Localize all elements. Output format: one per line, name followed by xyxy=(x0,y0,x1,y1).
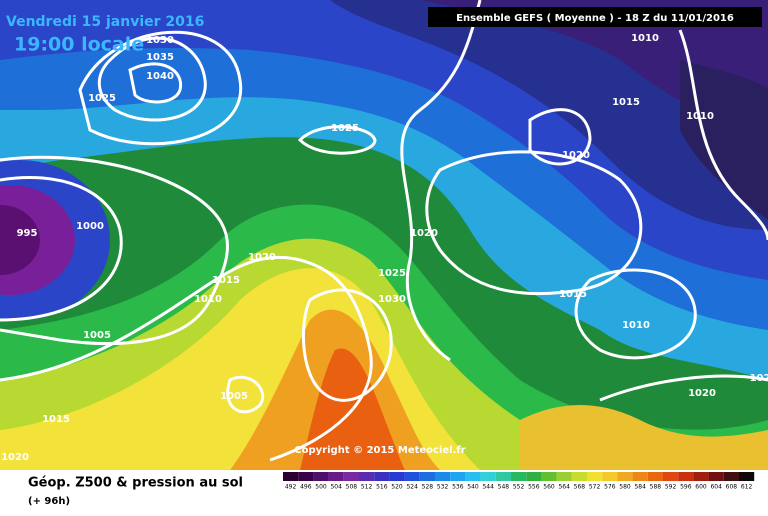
isobar-labels: 1030 1035 1040 1025 1025 1020 1010 1015 1010 995 1… xyxy=(1,33,768,463)
scale-swatch xyxy=(328,472,344,481)
scale-swatch xyxy=(404,472,420,481)
color-scale: 492 496 500 504 508 512 516 520 524 528 532 536 540 5… xyxy=(283,472,755,491)
scale-swatch xyxy=(617,472,633,481)
isobar-label: 1015 xyxy=(612,97,640,108)
isobar-label: 1025 xyxy=(331,123,359,134)
scale-label: 576 xyxy=(604,484,616,491)
scale-swatch xyxy=(526,472,542,481)
isobar-label: 102 xyxy=(750,373,768,384)
scale-swatch xyxy=(480,472,496,481)
scale-swatch xyxy=(723,472,739,481)
scale-swatch xyxy=(343,472,359,481)
isobar-label: 995 xyxy=(17,228,38,239)
scale-swatch xyxy=(465,472,481,481)
scale-label: 580 xyxy=(619,484,631,491)
isobar-label: 1020 xyxy=(1,452,29,463)
scale-swatch xyxy=(298,472,314,481)
scale-swatch xyxy=(663,472,679,481)
scale-swatch xyxy=(647,472,663,481)
scale-label: 572 xyxy=(589,484,601,491)
scale-label: 508 xyxy=(346,484,358,491)
scale-swatch xyxy=(435,472,451,481)
isobar-label: 1030 xyxy=(146,35,174,46)
isobar-label: 1005 xyxy=(83,330,111,341)
scale-label: 560 xyxy=(543,484,555,491)
scale-swatch xyxy=(739,472,755,481)
scale-swatch xyxy=(693,472,709,481)
scale-label: 540 xyxy=(467,484,479,491)
run-info-box xyxy=(428,7,762,27)
scale-label: 532 xyxy=(437,484,449,491)
scale-label: 512 xyxy=(361,484,373,491)
scale-label: 504 xyxy=(330,484,342,491)
scale-label: 548 xyxy=(498,484,510,491)
isobar-label: 1010 xyxy=(631,33,659,44)
field xyxy=(0,0,768,470)
isobar-label: 1015 xyxy=(559,289,587,300)
isobar-label: 1015 xyxy=(212,275,240,286)
scale-label: 608 xyxy=(726,484,738,491)
scale-label: 568 xyxy=(574,484,586,491)
caption-subtitle: (+ 96h) xyxy=(28,496,70,507)
scale-label: 588 xyxy=(650,484,662,491)
copyright: Copyright © 2015 Meteociel.fr xyxy=(294,445,465,456)
scale-swatch xyxy=(374,472,390,481)
time-line: 19:00 locale xyxy=(14,34,144,56)
scale-swatch xyxy=(389,472,405,481)
run-info: Ensemble GEFS ( Moyenne ) - 18 Z du 11/0… xyxy=(456,13,734,24)
scale-label: 520 xyxy=(391,484,403,491)
scale-label: 584 xyxy=(634,484,646,491)
scale-swatch xyxy=(313,472,329,481)
scale-label: 556 xyxy=(528,484,540,491)
scale-label: 524 xyxy=(406,484,418,491)
isobar-label: 1020 xyxy=(688,388,716,399)
isobar-label: 1010 xyxy=(622,320,650,331)
scale-label: 552 xyxy=(513,484,525,491)
scale-label: 492 xyxy=(285,484,297,491)
scale-swatch xyxy=(511,472,527,481)
scale-label: 500 xyxy=(315,484,327,491)
scale-label: 516 xyxy=(376,484,388,491)
scale-swatch xyxy=(419,472,435,481)
isobar-label: 1010 xyxy=(194,294,222,305)
isobar-label: 1020 xyxy=(410,228,438,239)
scale-swatch xyxy=(678,472,694,481)
scale-swatch xyxy=(283,472,299,481)
scale-swatch xyxy=(587,472,603,481)
scale-label: 536 xyxy=(452,484,464,491)
isobar-label: 1015 xyxy=(42,414,70,425)
isobar-label: 1020 xyxy=(248,252,276,263)
caption-title: Géop. Z500 & pression au sol xyxy=(28,476,243,491)
isobar-label: 1025 xyxy=(378,268,406,279)
date-line: Vendredi 15 janvier 2016 xyxy=(6,14,204,30)
isobar-label: 1030 xyxy=(378,294,406,305)
scale-label: 596 xyxy=(680,484,692,491)
scale-label: 564 xyxy=(558,484,570,491)
scale-swatch xyxy=(495,472,511,481)
scale-swatch xyxy=(359,472,375,481)
scale-swatch xyxy=(571,472,587,481)
scale-label: 612 xyxy=(741,484,753,491)
scale-label: 528 xyxy=(422,484,434,491)
isobar-label: 1025 xyxy=(88,93,116,104)
scale-label: 544 xyxy=(482,484,494,491)
scale-swatch xyxy=(450,472,466,481)
scale-label: 604 xyxy=(710,484,722,491)
scale-label: 600 xyxy=(695,484,707,491)
isobar-label: 1040 xyxy=(146,71,174,82)
scale-swatch xyxy=(708,472,724,481)
isobar-label: 1000 xyxy=(76,221,104,232)
isobar-label: 1020 xyxy=(562,150,590,161)
scale-swatch xyxy=(632,472,648,481)
isobar-label: 1035 xyxy=(146,52,174,63)
scale-label: 496 xyxy=(300,484,312,491)
scale-swatch xyxy=(556,472,572,481)
isobar-label: 1005 xyxy=(220,391,248,402)
scale-label: 592 xyxy=(665,484,677,491)
isobar-label: 1010 xyxy=(686,111,714,122)
scale-swatch xyxy=(541,472,557,481)
scale-swatch xyxy=(602,472,618,481)
